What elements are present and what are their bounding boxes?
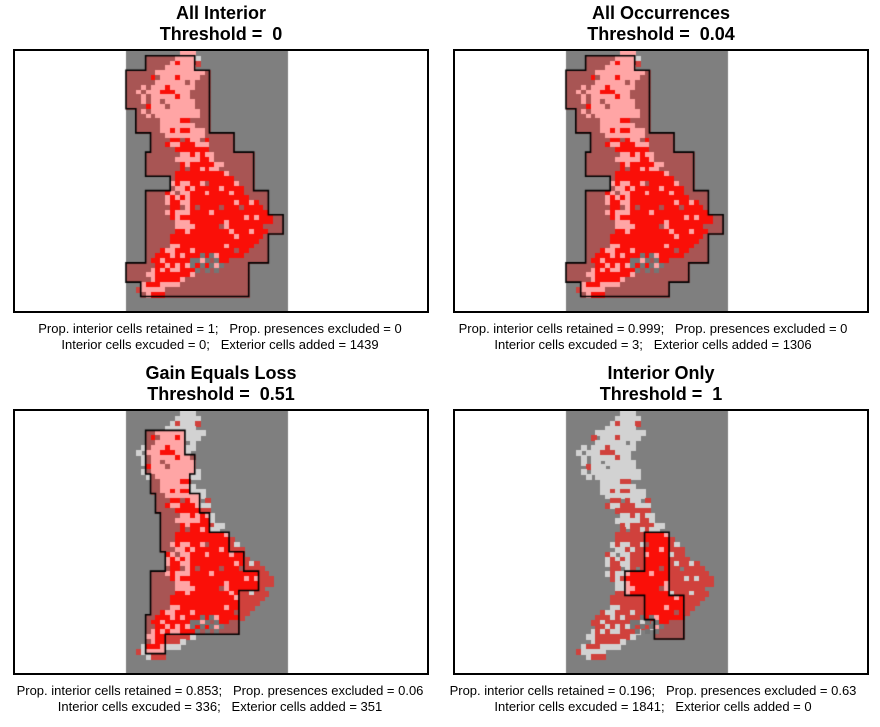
title-line-1: Interior Only (607, 363, 715, 383)
title-line-2: Threshold = 0 (159, 24, 283, 44)
map-all-interior (15, 51, 427, 311)
plot-box-interior-only (453, 409, 869, 675)
panel-title-all-occurrences: All Occurrences Threshold = 0.04 (453, 3, 869, 45)
title-line-1: All Occurrences (591, 3, 731, 23)
panel-caption-interior-only: Prop. interior cells retained = 0.196; P… (428, 683, 878, 715)
plot-box-all-interior (13, 49, 429, 313)
map-all-occurrences (455, 51, 867, 311)
caption-line-1: Prop. interior cells retained = 0.853; P… (16, 683, 424, 698)
caption-line-2: Interior cells excuded = 3; Exterior cel… (494, 337, 812, 352)
title-line-2: Threshold = 0.51 (147, 384, 295, 404)
panel-title-gain-equals-loss: Gain Equals Loss Threshold = 0.51 (13, 363, 429, 405)
panel-title-all-interior: All Interior Threshold = 0 (13, 3, 429, 45)
panel-caption-all-occurrences: Prop. interior cells retained = 0.999; P… (428, 321, 878, 353)
caption-line-2: Interior cells excuded = 0; Exterior cel… (61, 337, 379, 352)
caption-line-2: Interior cells excuded = 336; Exterior c… (57, 699, 383, 714)
title-line-2: Threshold = 0.04 (587, 24, 735, 44)
panel-title-interior-only: Interior Only Threshold = 1 (453, 363, 869, 405)
caption-line-1: Prop. interior cells retained = 1; Prop.… (38, 321, 402, 336)
panel-caption-gain-equals-loss: Prop. interior cells retained = 0.853; P… (0, 683, 440, 715)
map-interior-only (455, 411, 867, 673)
panel-caption-all-interior: Prop. interior cells retained = 1; Prop.… (0, 321, 440, 353)
caption-line-1: Prop. interior cells retained = 0.999; P… (458, 321, 848, 336)
map-gain-equals-loss (15, 411, 427, 673)
plot-box-all-occurrences (453, 49, 869, 313)
caption-line-2: Interior cells excuded = 1841; Exterior … (494, 699, 812, 714)
title-line-1: Gain Equals Loss (145, 363, 297, 383)
caption-line-1: Prop. interior cells retained = 0.196; P… (449, 683, 857, 698)
plot-box-gain-equals-loss (13, 409, 429, 675)
title-line-2: Threshold = 1 (599, 384, 723, 404)
title-line-1: All Interior (175, 3, 266, 23)
